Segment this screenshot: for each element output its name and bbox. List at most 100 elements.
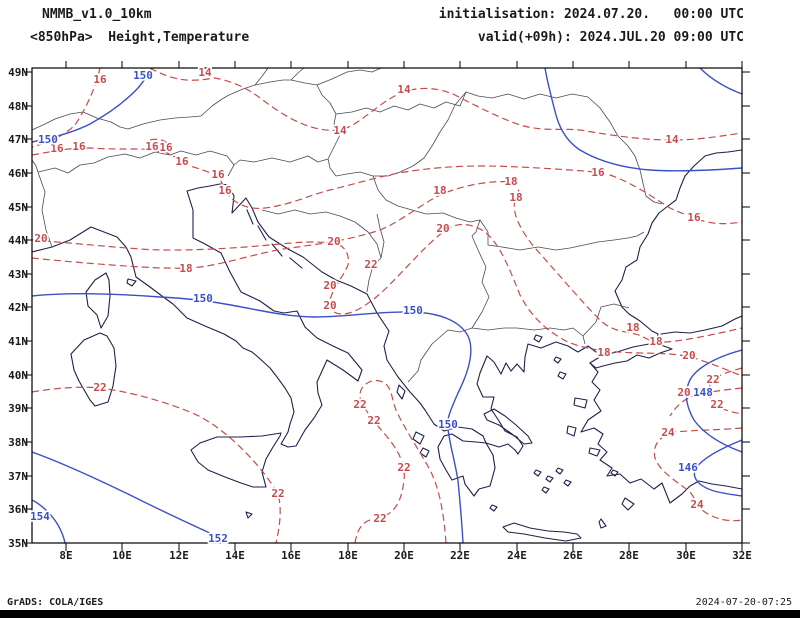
height-contour-150-nw (32, 68, 153, 143)
coast-marmara-south (589, 344, 673, 369)
temperature-contour-label: 16 (145, 140, 159, 153)
coast-balkans-greece (227, 184, 496, 497)
temperature-contour-label: 18 (626, 321, 639, 334)
init-time-label: initialisation: 2024.07.20. 00:00 UTC (438, 7, 744, 22)
temperature-contour-label: 18 (597, 346, 610, 359)
height-contour-150-north (544, 68, 742, 172)
grads-credit: GrADS: COLA/IGES (7, 597, 104, 608)
coast-italy-west-adriatic (32, 183, 363, 448)
lat-label: 36N (8, 503, 28, 516)
border-serbia-bulgaria-greece (407, 219, 490, 383)
islands-small (246, 209, 619, 512)
border-hungary-ukraine-romania (335, 91, 663, 205)
border-alps-north (32, 79, 341, 166)
coastlines (32, 149, 742, 542)
temperature-contour-label: 22 (397, 461, 410, 474)
border-hungary-romania-serbia (327, 91, 467, 177)
temp-contour-16-main (32, 147, 742, 225)
temperature-contour-label: 22 (271, 487, 284, 500)
border-france-italy (32, 159, 53, 248)
temperature-contour-label: 16 (50, 142, 64, 155)
height-contour-150-main (32, 293, 472, 543)
lat-label: 48N (8, 100, 28, 113)
height-contours (32, 68, 742, 543)
temp-contour-24 (653, 427, 742, 522)
country-borders (32, 68, 663, 383)
temperature-contour-label: 24 (661, 426, 675, 439)
temperature-contour-label: 18 (179, 262, 192, 275)
temperature-contour-label: 16 (93, 73, 107, 86)
temp-contour-20-east (669, 387, 742, 417)
temperature-contour-label: 20 (323, 299, 336, 312)
height-contour-label: 148 (693, 386, 713, 399)
axis-ticks (24, 61, 750, 551)
temperature-contour-label: 18 (433, 184, 446, 197)
temperature-contour-label: 22 (367, 414, 380, 427)
temperature-contour-label: 24 (690, 498, 704, 511)
lat-label: 41N (8, 335, 28, 348)
lon-label: 26E (563, 549, 583, 562)
temperature-contour-label: 14 (665, 133, 679, 146)
lon-label: 28E (619, 549, 639, 562)
temperature-contour-label: 16 (211, 168, 225, 181)
lat-label: 47N (8, 133, 28, 146)
temperature-contour-label: 22 (93, 381, 106, 394)
lon-label: 22E (450, 549, 470, 562)
creation-timestamp: 2024-07-20-07:25 (695, 597, 792, 608)
temperature-contour-label: 14 (333, 124, 347, 137)
lat-label: 44N (8, 234, 28, 247)
lon-label: 32E (732, 549, 752, 562)
lat-label: 38N (8, 436, 28, 449)
border-alps-south (37, 150, 235, 177)
border-czech-slovakia (254, 68, 382, 86)
temp-contour-22-west (32, 386, 281, 543)
model-title: NMMB_v1.0_10km (42, 7, 152, 22)
height-contour-146 (693, 439, 742, 497)
coast-black-sea-turkey (660, 315, 742, 335)
lon-label: 30E (676, 549, 696, 562)
coast-turkey-aegean (580, 362, 742, 504)
temperature-contour-label: 16 (72, 140, 86, 153)
temperature-contour-label: 20 (682, 349, 695, 362)
temp-contour-16-cell (147, 138, 170, 152)
lon-label: 12E (169, 549, 189, 562)
lat-label: 40N (8, 369, 28, 382)
temp-contour-14 (149, 68, 742, 141)
temperature-contour-label: 22 (353, 398, 366, 411)
coast-north-greece-thrace (476, 341, 597, 455)
border-danube-bulgaria (372, 175, 645, 251)
temperature-contour-label: 16 (159, 141, 173, 154)
temp-contour-22-east (708, 367, 742, 415)
axis-labels: 49N 48N 47N 46N 45N 44N 43N 42N 41N 40N 39N 38N 37N 3… (8, 66, 752, 562)
temp-contour-20 (32, 223, 742, 377)
height-contour-label: 150 (193, 292, 213, 305)
temperature-contour-label: 20 (327, 235, 340, 248)
temperature-contour-label: 16 (175, 155, 189, 168)
height-contour-label: 150 (38, 133, 58, 146)
lat-label: 37N (8, 470, 28, 483)
temperature-contour-label: 14 (397, 83, 411, 96)
map-frame (31, 67, 743, 544)
temperature-contour-label: 20 (436, 222, 449, 235)
height-contour-ne-corner (699, 68, 742, 95)
temperature-contour-label: 14 (198, 66, 212, 79)
height-contour-154 (32, 499, 66, 543)
valid-time-label: valid(+09h): 2024.JUL.20 09:00 UTC (477, 30, 744, 45)
border-greece-turkey (471, 303, 630, 345)
temp-contour-18 (32, 181, 742, 343)
lat-label: 45N (8, 201, 28, 214)
level-variables-label: <850hPa> Height,Temperature (30, 30, 250, 45)
temperature-contour-label: 16 (218, 184, 232, 197)
lon-label: 14E (225, 549, 245, 562)
temperature-contour-label: 16 (687, 211, 701, 224)
temperature-contours (32, 68, 742, 543)
lon-label: 8E (59, 549, 72, 562)
coast-black-sea-west (614, 149, 742, 335)
temperature-contour-label: 20 (34, 232, 47, 245)
temperature-contour-label: 22 (706, 373, 719, 386)
temperature-contour-label: 22 (373, 512, 386, 525)
islands-large (70, 272, 635, 542)
temperature-contour-label: 20 (323, 279, 336, 292)
